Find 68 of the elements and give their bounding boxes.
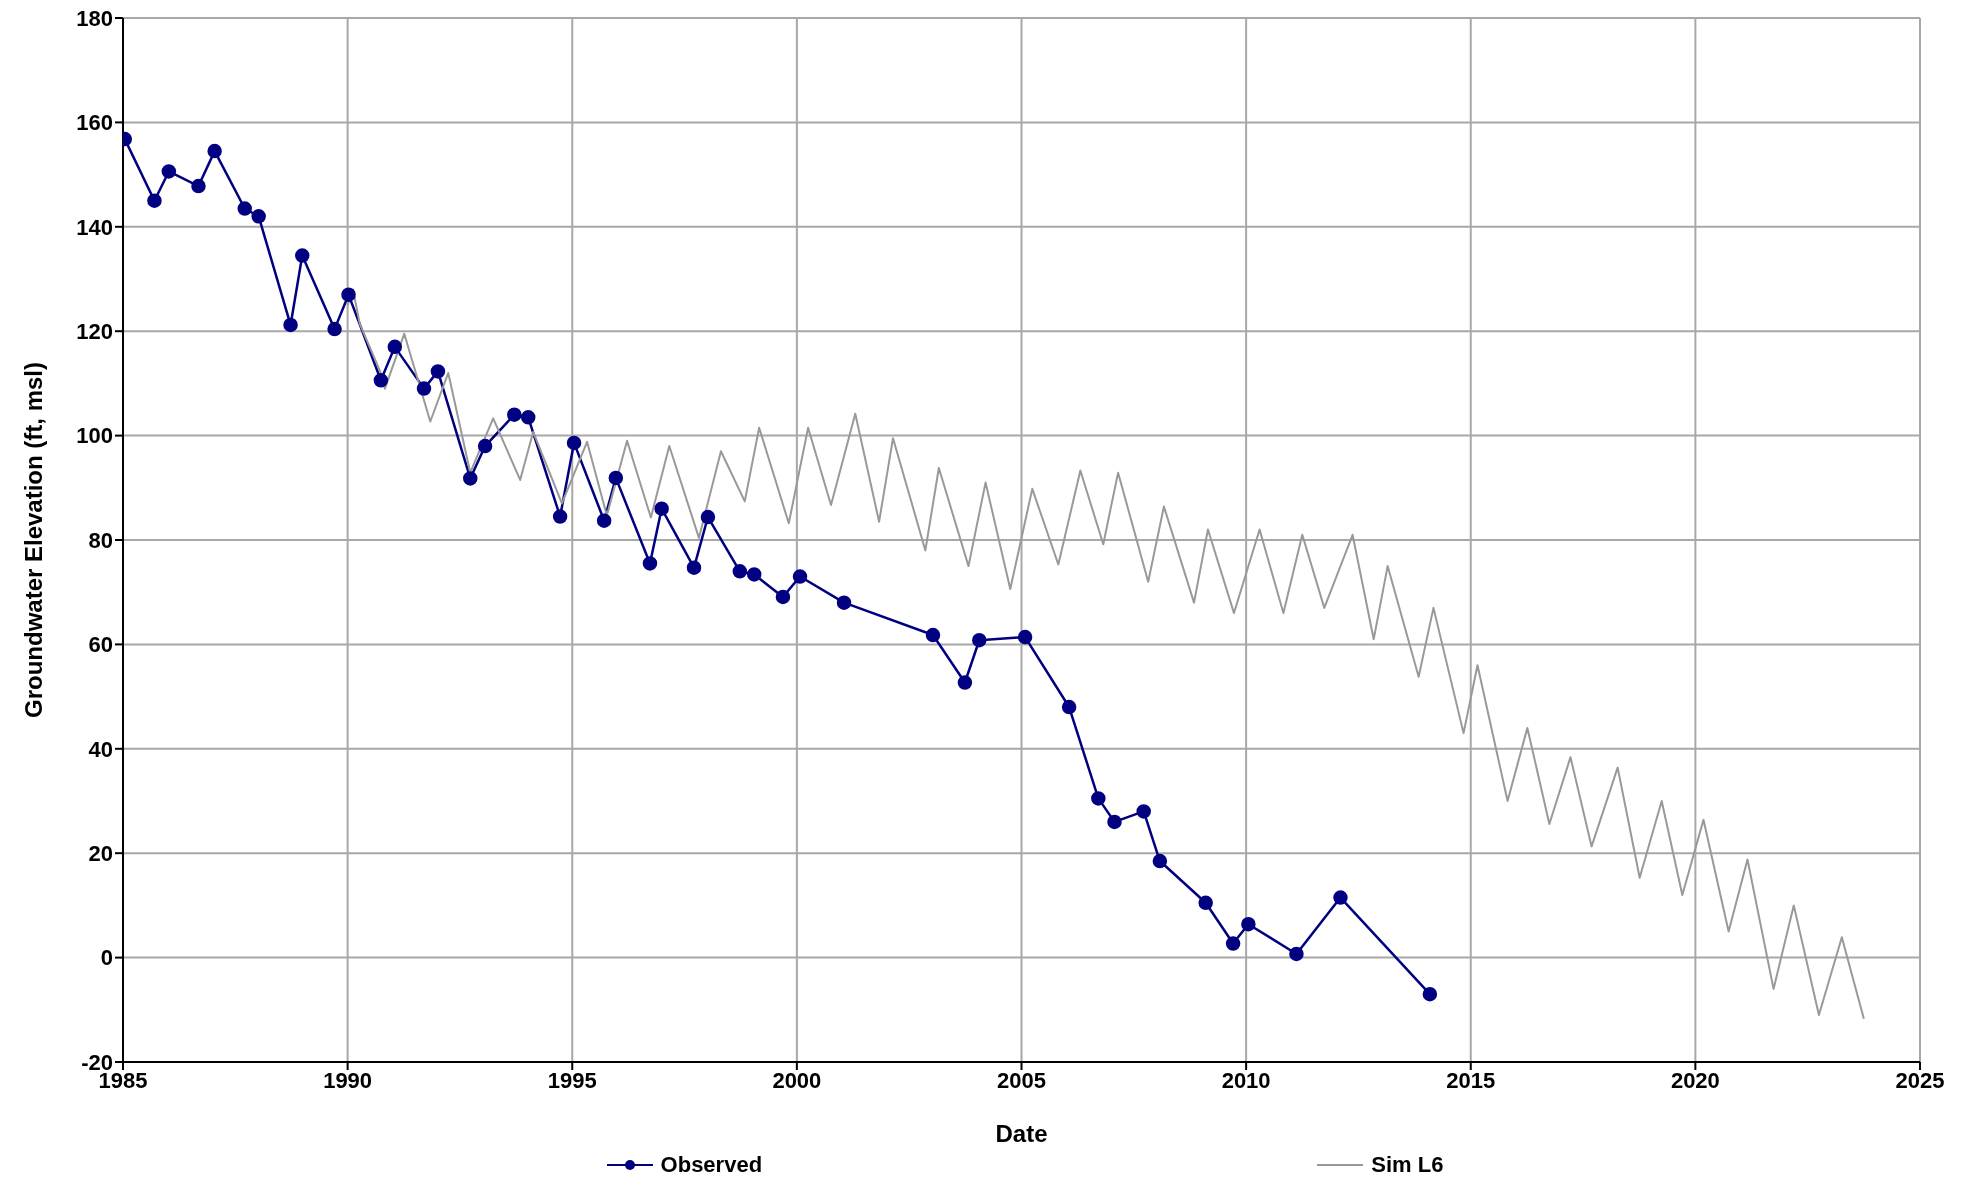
point [507, 407, 522, 422]
x-tick-label: 2020 [1670, 1067, 1720, 1093]
point [732, 564, 748, 579]
point [1107, 814, 1122, 830]
y-axis-title: Groundwater Elevation (ft, msl) [19, 361, 47, 719]
point [836, 595, 852, 610]
x-tick-label: 2025 [1895, 1067, 1945, 1093]
y-tick-label: 120 [76, 319, 113, 345]
point [642, 556, 658, 571]
point [552, 509, 568, 524]
point [972, 632, 987, 648]
point [477, 438, 493, 454]
point [147, 193, 162, 208]
point [341, 287, 356, 302]
point [1198, 895, 1213, 911]
point [686, 560, 702, 575]
x-tick-label: 2010 [1221, 1067, 1271, 1093]
point [775, 589, 791, 605]
y-tick-label: 160 [76, 110, 113, 136]
point [161, 164, 177, 179]
point [1061, 699, 1077, 715]
point [1333, 890, 1348, 905]
legend-label: Observed [660, 1152, 763, 1178]
x-tick-label: 1995 [547, 1067, 597, 1093]
legend-label: Sim L6 [1371, 1152, 1444, 1178]
x-axis-title: Date [995, 1120, 1048, 1147]
point [566, 435, 582, 451]
point [1225, 936, 1241, 951]
y-tick-label: 60 [88, 632, 113, 658]
point [1422, 986, 1438, 1002]
point [251, 209, 266, 224]
point [654, 501, 669, 516]
point [608, 470, 624, 486]
point [792, 569, 808, 584]
y-tick-label: 0 [100, 945, 113, 971]
point [191, 178, 206, 194]
point [1017, 629, 1033, 645]
y-tick-label: 40 [88, 736, 113, 762]
y-tick-label: 140 [76, 214, 113, 240]
y-tick-label: 180 [76, 5, 113, 31]
x-tick-label: 2005 [997, 1067, 1046, 1093]
point [925, 627, 941, 643]
point [520, 410, 536, 425]
x-tick-label: 2000 [772, 1067, 822, 1093]
point [373, 373, 389, 388]
point [463, 471, 478, 486]
point [746, 567, 762, 582]
point [957, 675, 973, 690]
y-tick-label: 80 [88, 527, 113, 553]
point [416, 381, 432, 396]
point [327, 321, 342, 337]
y-tick-label: 20 [88, 841, 113, 867]
point [1241, 916, 1256, 932]
x-tick-label: 2015 [1446, 1067, 1496, 1093]
point [596, 513, 612, 528]
point [700, 509, 716, 525]
point [207, 143, 222, 159]
point [237, 201, 252, 216]
point [387, 339, 403, 355]
point [1136, 804, 1151, 819]
point [1091, 791, 1106, 806]
y-tick-label: 100 [76, 423, 113, 449]
point [430, 364, 446, 379]
x-tick-label: 1990 [323, 1067, 373, 1093]
point [1289, 946, 1304, 962]
point [295, 248, 310, 263]
point [283, 317, 298, 333]
point [1152, 853, 1168, 869]
